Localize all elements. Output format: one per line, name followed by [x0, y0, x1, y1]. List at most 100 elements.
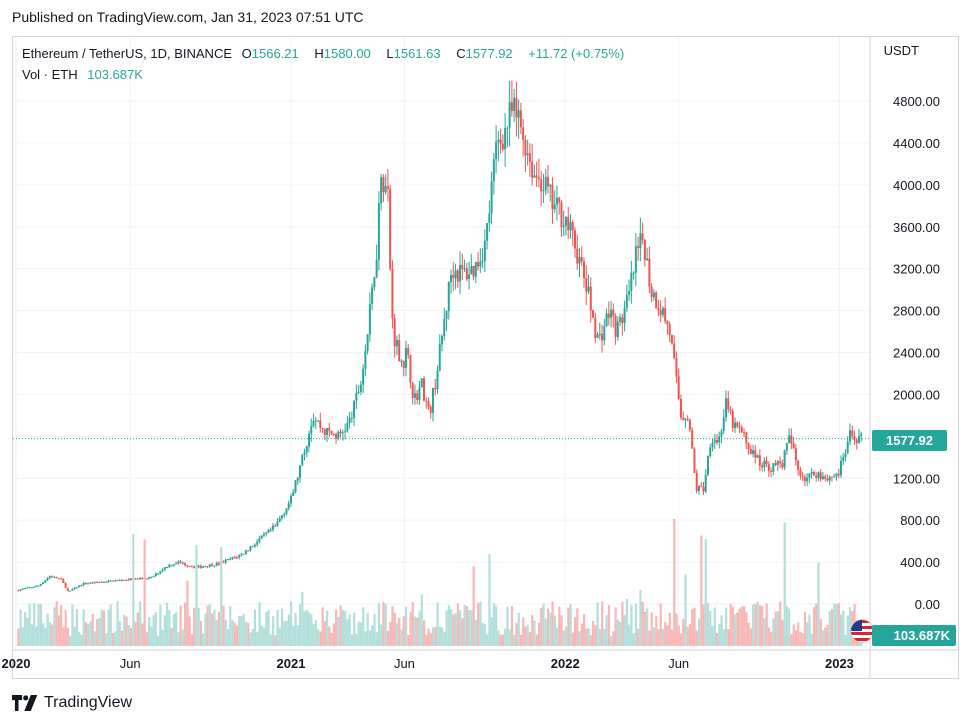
- candle-body: [504, 128, 507, 150]
- candle-body: [96, 581, 99, 583]
- volume-bar: [326, 610, 329, 646]
- volume-bar: [418, 610, 421, 646]
- candle-body: [71, 589, 74, 591]
- volume-bar: [335, 609, 338, 646]
- candle-body: [456, 270, 459, 282]
- volume-bar: [747, 622, 750, 646]
- candle-body: [251, 546, 254, 548]
- candle-body: [127, 578, 130, 581]
- candle-body: [729, 409, 732, 412]
- footer-brand[interactable]: TradingView: [12, 694, 132, 712]
- volume-bar: [78, 632, 81, 646]
- candle-body: [42, 582, 45, 584]
- candle-body: [60, 578, 63, 580]
- volume-bar: [123, 614, 126, 646]
- candle-body: [114, 580, 117, 582]
- candle-body: [46, 578, 49, 581]
- volume-bar: [481, 622, 484, 646]
- volume-bar: [436, 602, 439, 646]
- candle-body: [204, 566, 207, 568]
- candle-body: [598, 333, 601, 335]
- candle-body: [377, 203, 380, 260]
- volume-bar: [60, 605, 63, 646]
- y-tick-label: 0.00: [915, 597, 940, 612]
- legend-volume-label[interactable]: Vol · ETH: [22, 67, 78, 82]
- candle-body: [474, 262, 477, 277]
- candle-body: [44, 580, 47, 583]
- candle-body: [517, 110, 520, 118]
- candle-body: [328, 428, 331, 431]
- candle-body: [770, 470, 773, 472]
- volume-bar: [745, 612, 748, 646]
- volume-bar: [258, 602, 261, 646]
- candle-body: [413, 393, 416, 398]
- candle-body: [107, 580, 110, 582]
- candle-body: [33, 586, 36, 588]
- candle-body: [190, 566, 193, 568]
- volume-bar: [301, 591, 304, 646]
- volume-bar: [720, 615, 723, 646]
- volume-bar: [704, 539, 707, 646]
- volume-bar: [229, 606, 232, 646]
- volume-bar: [628, 624, 631, 646]
- candle-body: [359, 384, 362, 392]
- candle-body: [537, 177, 540, 180]
- candle-body: [607, 313, 610, 318]
- volume-bar: [199, 620, 203, 646]
- candle-body: [842, 457, 845, 461]
- volume-bar: [411, 602, 414, 646]
- volume-bar: [260, 625, 263, 646]
- volume-bar: [447, 605, 450, 646]
- candle-body: [157, 573, 160, 575]
- candle-body: [416, 393, 419, 400]
- candle-body: [150, 577, 153, 579]
- candle-body: [262, 533, 265, 536]
- candle-body: [540, 179, 543, 192]
- candle-body: [794, 448, 797, 461]
- volume-bar: [44, 627, 47, 646]
- candle-body: [287, 503, 290, 509]
- volume-bar: [637, 628, 640, 646]
- volume-bar: [141, 623, 144, 646]
- candle-body: [610, 309, 613, 318]
- candle-body: [477, 262, 480, 267]
- candle-body: [280, 515, 283, 519]
- volume-bar: [569, 603, 572, 646]
- volume-bar: [558, 606, 561, 646]
- volume-bar: [756, 601, 759, 646]
- volume-bar: [289, 601, 293, 646]
- volume-bar: [722, 629, 725, 646]
- candle-body: [82, 583, 85, 586]
- chart-frame[interactable]: [12, 36, 959, 679]
- candle-body: [522, 127, 525, 140]
- candle-body: [646, 258, 649, 261]
- volume-bar: [842, 610, 845, 646]
- candle-body: [713, 440, 716, 443]
- candle-body: [427, 401, 430, 408]
- y-tick-label: 2000.00: [893, 387, 940, 402]
- candle-body: [664, 308, 667, 322]
- volume-bar: [299, 604, 302, 646]
- volume-bar: [655, 616, 658, 646]
- candle-body: [510, 102, 513, 112]
- volume-bar: [603, 628, 606, 646]
- volume-bar: [594, 625, 597, 646]
- candle-body: [409, 354, 412, 383]
- volume-bar: [109, 604, 112, 646]
- volume-bar: [788, 608, 791, 646]
- candle-body: [407, 348, 410, 355]
- candle-body: [125, 579, 128, 581]
- volume-bar: [792, 624, 795, 646]
- volume-bar: [801, 633, 804, 646]
- volume-bar: [596, 602, 599, 646]
- candle-body: [323, 428, 326, 435]
- volume-bar: [844, 634, 847, 646]
- volume-bar: [145, 632, 148, 646]
- candle-body: [535, 175, 538, 178]
- legend-symbol[interactable]: Ethereum / TetherUS, 1D, BINANCE: [22, 46, 233, 61]
- volume-bar: [93, 631, 97, 646]
- candle-body: [695, 473, 698, 491]
- volume-bar: [619, 621, 622, 646]
- volume-bar: [585, 628, 588, 646]
